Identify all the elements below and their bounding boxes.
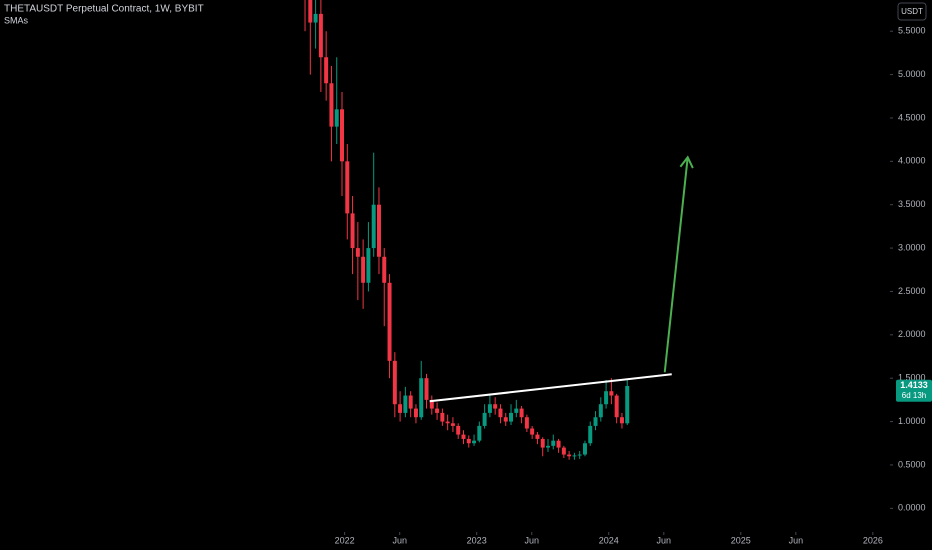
candle-body — [509, 412, 514, 422]
candle-body — [345, 161, 350, 214]
candle-body — [424, 378, 429, 400]
candle-body — [604, 391, 609, 405]
candle-body — [324, 57, 329, 84]
candle-body — [450, 423, 455, 426]
x-tick-label: 2024 — [599, 535, 619, 545]
candle-body — [466, 438, 471, 444]
candle-body — [308, 0, 313, 23]
candle-body — [503, 417, 508, 422]
candle-body — [593, 417, 598, 426]
candle-body — [318, 13, 323, 58]
candle-body — [572, 455, 577, 457]
candle-body — [482, 412, 487, 426]
candle-body — [472, 440, 477, 444]
y-tick-label: 4.0000 — [898, 156, 926, 166]
candle-body — [530, 428, 535, 435]
chart-title: THETAUSDT Perpetual Contract, 1W, BYBIT — [4, 4, 204, 15]
candle-body — [419, 378, 424, 418]
candle-body — [551, 440, 556, 446]
candle-body — [614, 395, 619, 418]
candle-body — [408, 395, 413, 409]
candle-body — [514, 408, 519, 413]
candle-body — [382, 256, 387, 283]
candle-body — [519, 408, 524, 418]
countdown-label: 6d 13h — [902, 391, 926, 400]
candle-body — [577, 454, 582, 456]
candle-body — [609, 391, 614, 396]
candle-body — [540, 438, 545, 448]
candle-body — [524, 417, 529, 429]
y-tick-label: 0.0000 — [898, 503, 926, 513]
candle-body — [625, 386, 630, 424]
candle-body — [556, 440, 561, 448]
candle-body — [598, 404, 603, 418]
candle-body — [582, 443, 587, 455]
trend-line — [663, 157, 689, 373]
currency-label[interactable]: USDT — [901, 7, 923, 16]
candle-body — [334, 109, 339, 127]
candle-body — [366, 248, 371, 283]
candle-body — [313, 13, 318, 23]
x-tick-label: 2026 — [863, 535, 883, 545]
candle-body — [477, 425, 482, 441]
y-tick-label: 2.0000 — [898, 329, 926, 339]
candle-body — [461, 434, 466, 439]
y-tick-label: 3.0000 — [898, 242, 926, 252]
x-tick-label: Jun — [524, 535, 539, 545]
y-tick-label: 5.5000 — [898, 26, 926, 36]
candle-body — [329, 83, 334, 127]
x-tick-label: 2022 — [335, 535, 355, 545]
candle-body — [403, 395, 408, 413]
last-price-box — [896, 379, 932, 402]
arrow-head — [679, 155, 694, 169]
y-tick-label: 2.5000 — [898, 286, 926, 296]
y-tick-label: 5.0000 — [898, 69, 926, 79]
candle-body — [387, 282, 392, 361]
candle-body — [619, 417, 624, 424]
candle-body — [487, 404, 492, 413]
candle-body — [545, 445, 550, 448]
candle-body — [498, 408, 503, 418]
last-price-label: 1.4133 — [900, 380, 928, 390]
candle-body — [493, 404, 498, 409]
y-tick-label: 0.5000 — [898, 459, 926, 469]
indicator-label: SMAs — [4, 15, 29, 25]
y-tick-label: 4.5000 — [898, 112, 926, 122]
candle-body — [440, 412, 445, 422]
x-tick-label: Jun — [789, 535, 804, 545]
candle-body — [340, 109, 345, 162]
x-tick-label: 2023 — [467, 535, 487, 545]
candle-body — [535, 434, 540, 439]
candle-body — [588, 425, 593, 444]
candle-body — [456, 425, 461, 435]
candle-body — [371, 204, 376, 249]
y-tick-label: 1.5000 — [898, 373, 926, 383]
x-tick-label: 2025 — [731, 535, 751, 545]
candle-body — [413, 408, 418, 418]
candle-body — [567, 454, 572, 457]
candle-body — [350, 213, 355, 249]
candle-body — [392, 360, 397, 405]
x-tick-label: Jun — [392, 535, 407, 545]
currency-button[interactable] — [897, 2, 927, 21]
candle-body — [398, 404, 403, 413]
plot-area — [304, 0, 694, 460]
y-tick-label: 3.5000 — [898, 199, 926, 209]
y-tick-label: 1.0000 — [898, 416, 926, 426]
candle-body — [561, 447, 566, 455]
candle-body — [361, 256, 366, 283]
trend-line — [429, 373, 672, 403]
candle-body — [445, 421, 450, 424]
candle-body — [376, 204, 381, 257]
candle-body — [355, 248, 360, 257]
candle-body — [429, 399, 434, 409]
candle-body — [435, 408, 440, 413]
x-tick-label: Jun — [657, 535, 672, 545]
